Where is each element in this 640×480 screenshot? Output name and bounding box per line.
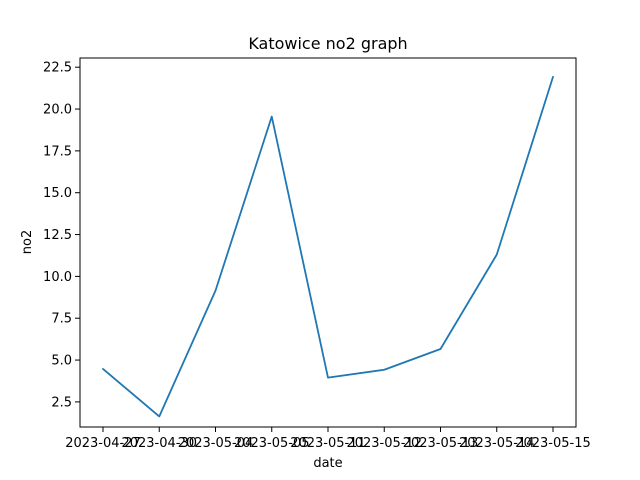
x-tick-label: 2023-05-04: [178, 436, 254, 451]
x-tick-label: 2023-05-05: [234, 436, 310, 451]
data-points: [102, 76, 554, 417]
y-tick-label: 10.0: [43, 270, 72, 285]
y-tick-label: 12.5: [43, 228, 72, 243]
y-axis-label: no2: [20, 230, 35, 254]
x-tick-label: 2023-04-30: [121, 436, 197, 451]
y-tick-label: 15.0: [43, 186, 72, 201]
x-tick-label: 2023-05-13: [403, 436, 479, 451]
x-tick-label: 2023-05-11: [290, 436, 366, 451]
chart-title: Katowice no2 graph: [248, 34, 407, 53]
x-tick-label: 2023-05-15: [515, 436, 591, 451]
y-tick-label: 5.0: [51, 354, 72, 369]
x-axis-label: date: [313, 456, 342, 471]
y-tick-label: 7.5: [51, 312, 72, 327]
plot-background: [80, 58, 576, 427]
y-tick-label: 22.5: [43, 61, 72, 76]
y-tick-label: 20.0: [43, 103, 72, 118]
x-tick-label: 2023-05-14: [459, 436, 535, 451]
x-tick-label: 2023-05-12: [346, 436, 422, 451]
y-axis-ticks: 2.5 5.0 7.5 10.0 12.5 15.0 17.5 20.0 22.5: [43, 61, 80, 410]
x-tick-label: 2023-04-27: [65, 436, 141, 451]
plot-frame: [79, 57, 577, 428]
y-tick-label: 2.5: [51, 395, 72, 410]
x-axis-ticks: 2023-04-272023-04-302023-05-042023-05-05…: [65, 427, 591, 451]
y-tick-label: 17.5: [43, 144, 72, 159]
